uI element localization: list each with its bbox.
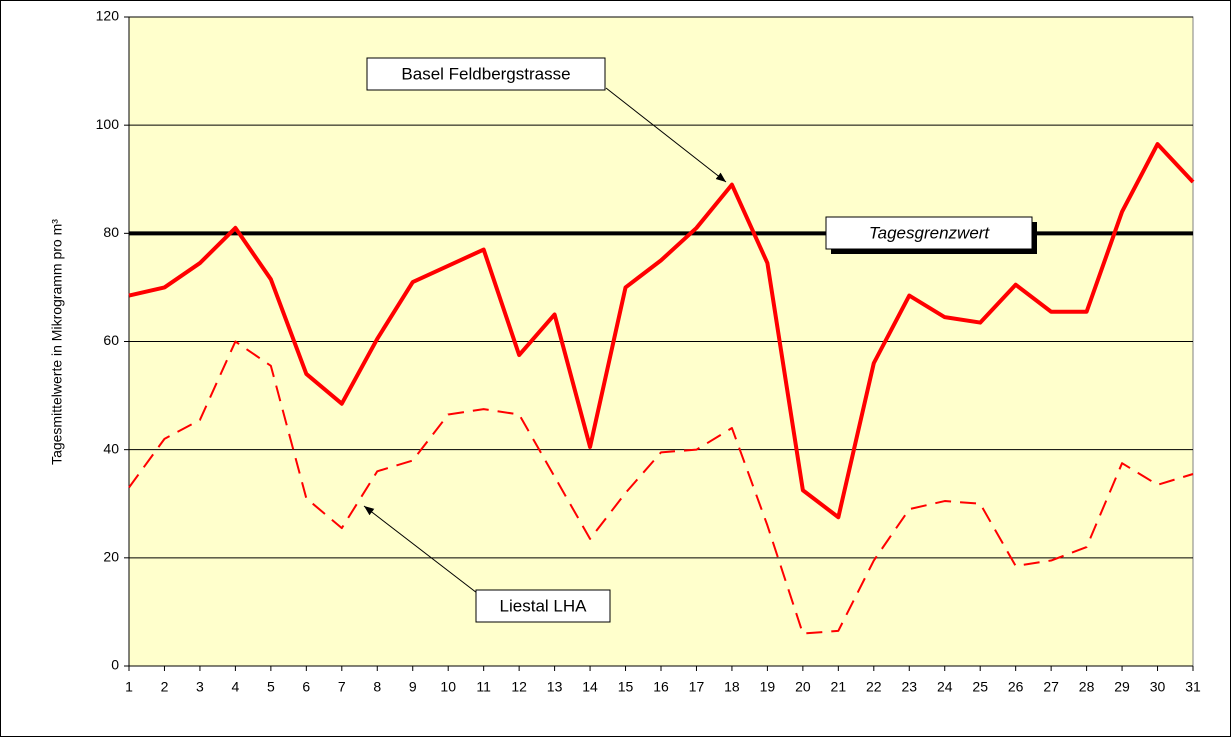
y-tick-label: 20 xyxy=(103,549,119,565)
y-tick-label: 0 xyxy=(111,657,119,673)
x-tick-label: 28 xyxy=(1079,679,1095,695)
series-line xyxy=(128,142,1195,520)
annotation-arrow xyxy=(605,87,727,183)
x-tick-label: 11 xyxy=(476,679,491,695)
x-tick-label: 4 xyxy=(232,679,240,695)
x-tick-label: 15 xyxy=(618,679,634,695)
x-tick-label: 23 xyxy=(901,679,917,695)
x-tick-label: 6 xyxy=(302,679,310,695)
x-tick-label: 10 xyxy=(440,679,456,695)
y-tick-label: 80 xyxy=(103,224,119,240)
annotation-box xyxy=(475,589,611,623)
x-tick-label: 26 xyxy=(1008,679,1024,695)
x-tick-label: 7 xyxy=(338,679,346,695)
annotation-text: Tagesgrenzwert xyxy=(869,223,991,242)
x-tick-label: 14 xyxy=(582,679,598,695)
x-tick-label: 20 xyxy=(795,679,811,695)
x-tick-label: 22 xyxy=(866,679,882,695)
x-tick-label: 17 xyxy=(689,679,705,695)
x-tick-label: 19 xyxy=(760,679,776,695)
x-tick-label: 3 xyxy=(196,679,204,695)
annotation-text: Liestal LHA xyxy=(500,596,588,615)
x-tick-label: 2 xyxy=(161,679,169,695)
y-tick-label: 60 xyxy=(103,332,119,348)
series-line xyxy=(128,340,1194,635)
x-tick-label: 5 xyxy=(267,679,275,695)
annotation-box xyxy=(366,57,606,91)
x-tick-label: 9 xyxy=(409,679,417,695)
y-tick-label: 100 xyxy=(96,116,120,132)
x-tick-label: 24 xyxy=(937,679,953,695)
x-tick-label: 1 xyxy=(125,679,133,695)
y-tick-label: 120 xyxy=(96,8,120,24)
annotation-arrow xyxy=(363,505,478,594)
x-tick-label: 8 xyxy=(373,679,381,695)
annotation-text: Basel Feldbergstrasse xyxy=(401,64,570,83)
x-tick-label: 21 xyxy=(831,679,847,695)
x-tick-label: 29 xyxy=(1114,679,1130,695)
x-tick-label: 25 xyxy=(972,679,988,695)
x-tick-label: 16 xyxy=(653,679,669,695)
x-tick-label: 12 xyxy=(511,679,527,695)
y-axis-label: Tagesmittelwerte in Mikrogramm pro m³ xyxy=(49,219,65,465)
x-tick-label: 27 xyxy=(1043,679,1059,695)
x-tick-label: 31 xyxy=(1185,679,1201,695)
x-tick-label: 18 xyxy=(724,679,740,695)
y-tick-label: 40 xyxy=(103,440,119,456)
annotation-box xyxy=(825,216,1033,250)
x-tick-label: 30 xyxy=(1150,679,1166,695)
x-tick-label: 13 xyxy=(547,679,563,695)
